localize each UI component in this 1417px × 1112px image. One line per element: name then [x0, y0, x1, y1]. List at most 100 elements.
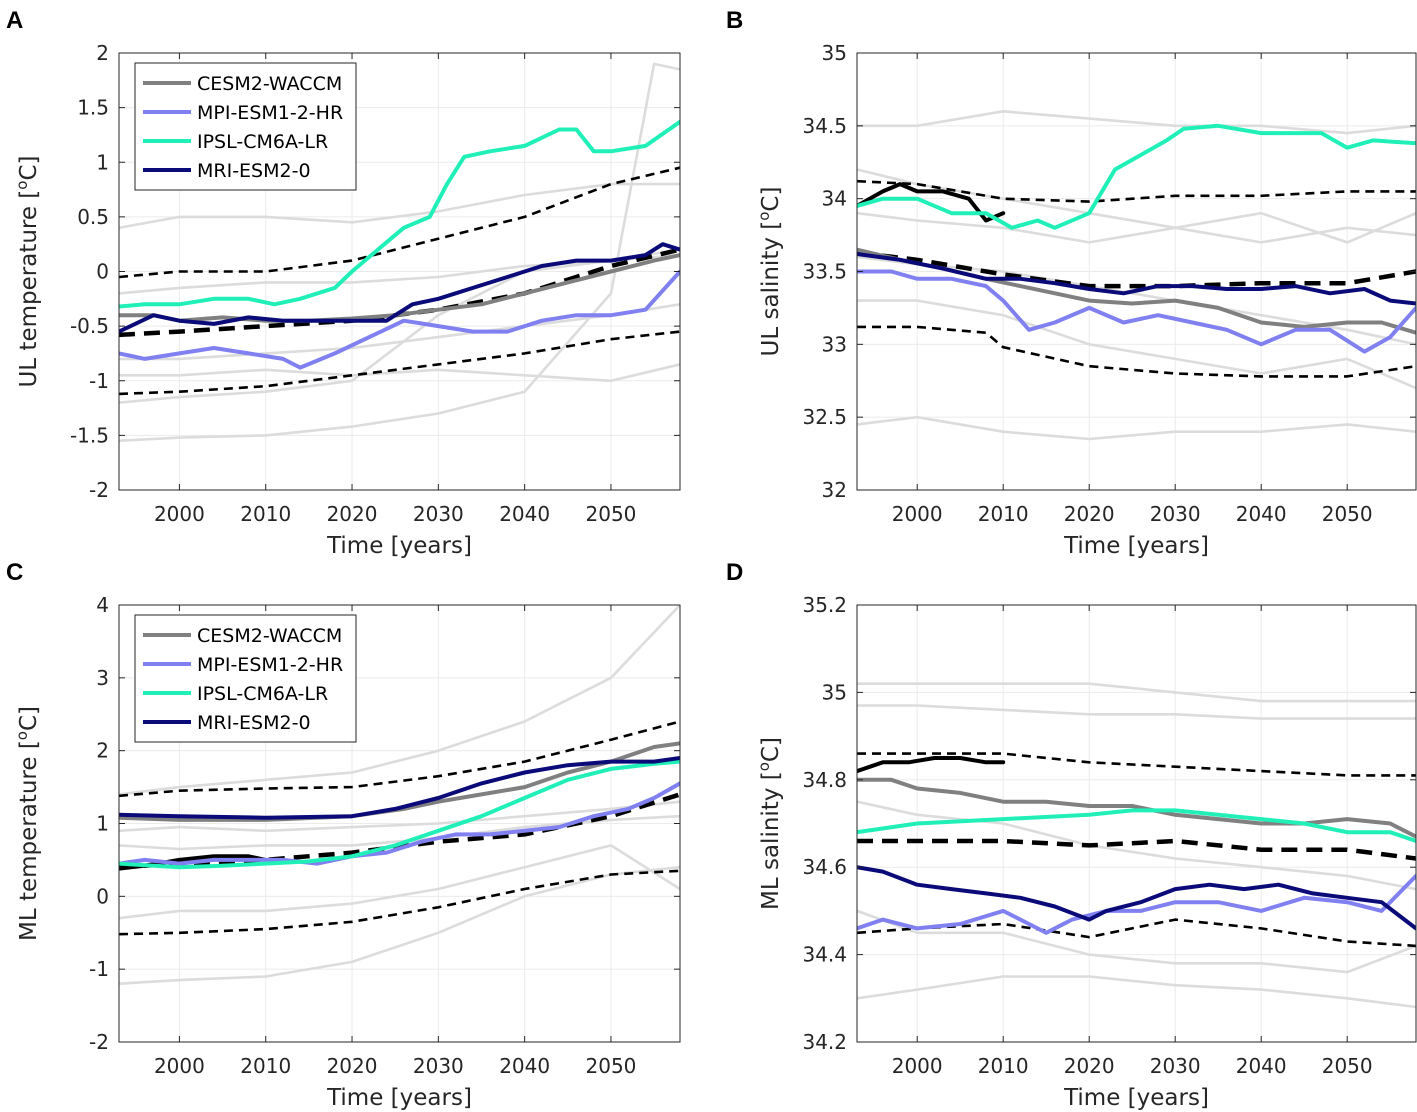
panel-a-y-axis-label-degree: o: [13, 181, 31, 190]
panel-b-series-ensemble-upper: [857, 179, 1416, 203]
panel-b-series-mpi-esm1-2-hr: [857, 269, 1416, 354]
panel-a: 2000 2010 2020 2030 2040 2050 -2 -1.5 -1 -0.5 0 0.5…: [6, 7, 681, 559]
panel-a-y-axis-label-text: UL temperature [: [16, 190, 42, 388]
panel-c-series-mpi-esm1-2-hr: [119, 781, 680, 866]
panel-d-series-model-5: [857, 909, 1416, 974]
panel-b-series-model-1: [857, 110, 1416, 135]
panel-a-series-ipsl-cm6a-lr: [119, 119, 680, 309]
panel-c-series-ensemble-upper: [119, 720, 680, 798]
panel-b-letter: B: [726, 7, 743, 34]
panel-a-y-tick-label: -1.5: [70, 423, 109, 447]
panel-a-x-tick-label: 2050: [586, 502, 637, 526]
panel-c-x-tick-label: 2020: [327, 1054, 378, 1078]
panel-c-y-axis-label: ML temperature [oC]: [13, 706, 42, 941]
panel-d-x-tick-label: 2010: [978, 1054, 1029, 1078]
panel-b-y-tick-label: 32.5: [802, 405, 847, 429]
panel-a-y-tick-label: 0.5: [77, 205, 109, 229]
panel-a-y-tick-label: 2: [96, 41, 109, 65]
panel-b-y-axis-label-unit: C]: [758, 187, 784, 212]
panel-b-y-tick-label: 33.5: [802, 260, 847, 284]
panel-d-x-axis-label: Time [years]: [1063, 1085, 1209, 1111]
panel-d-y-axis-label: ML salinity [oC]: [755, 737, 784, 910]
panel-b-series-ensemble-mean: [857, 250, 1416, 289]
panel-a-legend-label-mpi-esm1-2-hr: MPI-ESM1-2-HR: [197, 102, 343, 124]
panel-a-x-tick-label: 2030: [413, 502, 464, 526]
panel-a-y-tick-label: -2: [89, 478, 109, 502]
panel-b-x-axis-label: Time [years]: [1063, 533, 1209, 559]
panel-d-x-tick-label: 2020: [1064, 1054, 1115, 1078]
panel-c-series-model-4: [119, 844, 680, 920]
panel-a-legend-label-ipsl-cm6a-lr: IPSL-CM6A-LR: [197, 131, 328, 153]
panel-b-series-model-2: [857, 415, 1416, 441]
panel-d-y-axis-label-degree: o: [755, 762, 773, 771]
panel-c-series-model-1: [119, 605, 680, 796]
panel-d-x-tick-label: 2050: [1322, 1054, 1373, 1078]
panel-a-series-model-5: [119, 363, 680, 383]
panel-c-y-axis-label-degree: o: [13, 731, 31, 740]
panel-b-y-tick-label: 32: [822, 478, 847, 502]
panel-a-x-axis-label: Time [years]: [326, 533, 472, 559]
panel-c: 2000 2010 2020 2030 2040 2050 -2 -1 0 1 2 3 4 Time [y…: [6, 559, 681, 1111]
panel-b-x-tick-label: 2000: [892, 502, 943, 526]
panel-d-y-axis-label-unit: C]: [758, 737, 784, 762]
panel-c-x-tick-label: 2050: [586, 1054, 637, 1078]
panel-a-y-tick-label: 1: [96, 150, 109, 174]
panel-d-series-model-3: [857, 975, 1416, 1009]
panel-a-x-tick-label: 2020: [327, 502, 378, 526]
panel-c-legend-label-ipsl-cm6a-lr: IPSL-CM6A-LR: [197, 683, 328, 705]
panel-a-x-tick-label: 2040: [499, 502, 550, 526]
panel-b-x-tick-label: 2050: [1322, 502, 1373, 526]
panel-d: 2000 2010 2020 2030 2040 2050 34.2 34.4 34.6 34.8…: [726, 559, 1417, 1111]
panel-b-y-axis-label: UL salinity [oC]: [755, 187, 784, 357]
panel-c-y-tick-label: 3: [96, 666, 109, 690]
panel-d-x-tick-label: 2030: [1150, 1054, 1201, 1078]
panel-b: 2000 2010 2020 2030 2040 2050 32 32.5 33 33.5 34 34…: [726, 7, 1417, 559]
panel-a-y-tick-label: 0: [96, 260, 109, 284]
panel-b-x-tick-label: 2020: [1064, 502, 1115, 526]
panel-c-y-tick-label: 2: [96, 739, 109, 763]
panel-d-series-model-2: [857, 704, 1416, 720]
panel-b-series-observations: [857, 182, 1006, 223]
panel-c-series-cesm2-waccm: [119, 741, 680, 822]
panel-b-x-tick-label: 2040: [1236, 502, 1287, 526]
panel-b-y-tick-label: 34: [822, 187, 847, 211]
panel-b-x-tick-label: 2010: [978, 502, 1029, 526]
panel-d-y-tick-label: 34.8: [802, 768, 847, 792]
panel-a-y-tick-label: 1.5: [77, 96, 109, 120]
panel-a-legend-label-cesm2-waccm: CESM2-WACCM: [197, 73, 342, 95]
panel-a-series-model-1: [119, 62, 680, 443]
panel-d-series-model-4: [857, 800, 1416, 891]
panel-d-series-mri-esm2-0: [857, 865, 1416, 931]
panel-b-series-model-5: [857, 299, 1416, 390]
panel-b-series-ensemble-lower: [857, 325, 1416, 378]
panel-d-y-tick-label: 34.6: [802, 855, 847, 879]
panel-a-letter: A: [6, 7, 23, 34]
panel-a-series-ensemble-lower: [119, 330, 680, 396]
panel-b-series-model-6: [857, 211, 1416, 244]
panel-a-series-group: [119, 62, 680, 443]
panel-c-series-mri-esm2-0: [119, 756, 680, 820]
panel-b-y-tick-label: 35: [822, 41, 847, 65]
panel-c-series-ipsl-cm6a-lr: [119, 759, 680, 870]
panel-d-series-observations: [857, 756, 1006, 774]
panel-d-letter: D: [726, 559, 743, 586]
panel-d-axes-box: [856, 604, 1417, 1043]
panel-c-y-tick-label: 0: [96, 884, 109, 908]
panel-c-letter: C: [6, 559, 23, 586]
panel-a-series-mri-esm2-0: [119, 242, 680, 334]
panel-c-y-tick-label: -2: [89, 1030, 109, 1054]
panel-d-y-tick-label: 35: [822, 680, 847, 704]
panel-b-y-axis-label-text: UL salinity [: [758, 221, 784, 357]
panel-b-y-axis-label-degree: o: [755, 212, 773, 221]
panel-d-y-tick-label: 34.2: [802, 1030, 847, 1054]
panel-b-series-mri-esm2-0: [857, 252, 1416, 306]
panel-d-series-cesm2-waccm: [857, 777, 1416, 839]
panel-c-series-ensemble-lower: [119, 869, 680, 936]
panel-a-legend: CESM2-WACCM MPI-ESM1-2-HR IPSL-CM6A-LR MRI-…: [134, 62, 357, 191]
panel-a-x-tick-label: 2010: [240, 502, 291, 526]
panel-d-series-ensemble-upper: [857, 752, 1416, 777]
panel-a-series-model-2: [119, 182, 680, 230]
panel-a-y-axis-label: UL temperature [oC]: [13, 155, 42, 387]
panel-c-x-tick-label: 2010: [240, 1054, 291, 1078]
panel-d-x-tick-label: 2040: [1236, 1054, 1287, 1078]
